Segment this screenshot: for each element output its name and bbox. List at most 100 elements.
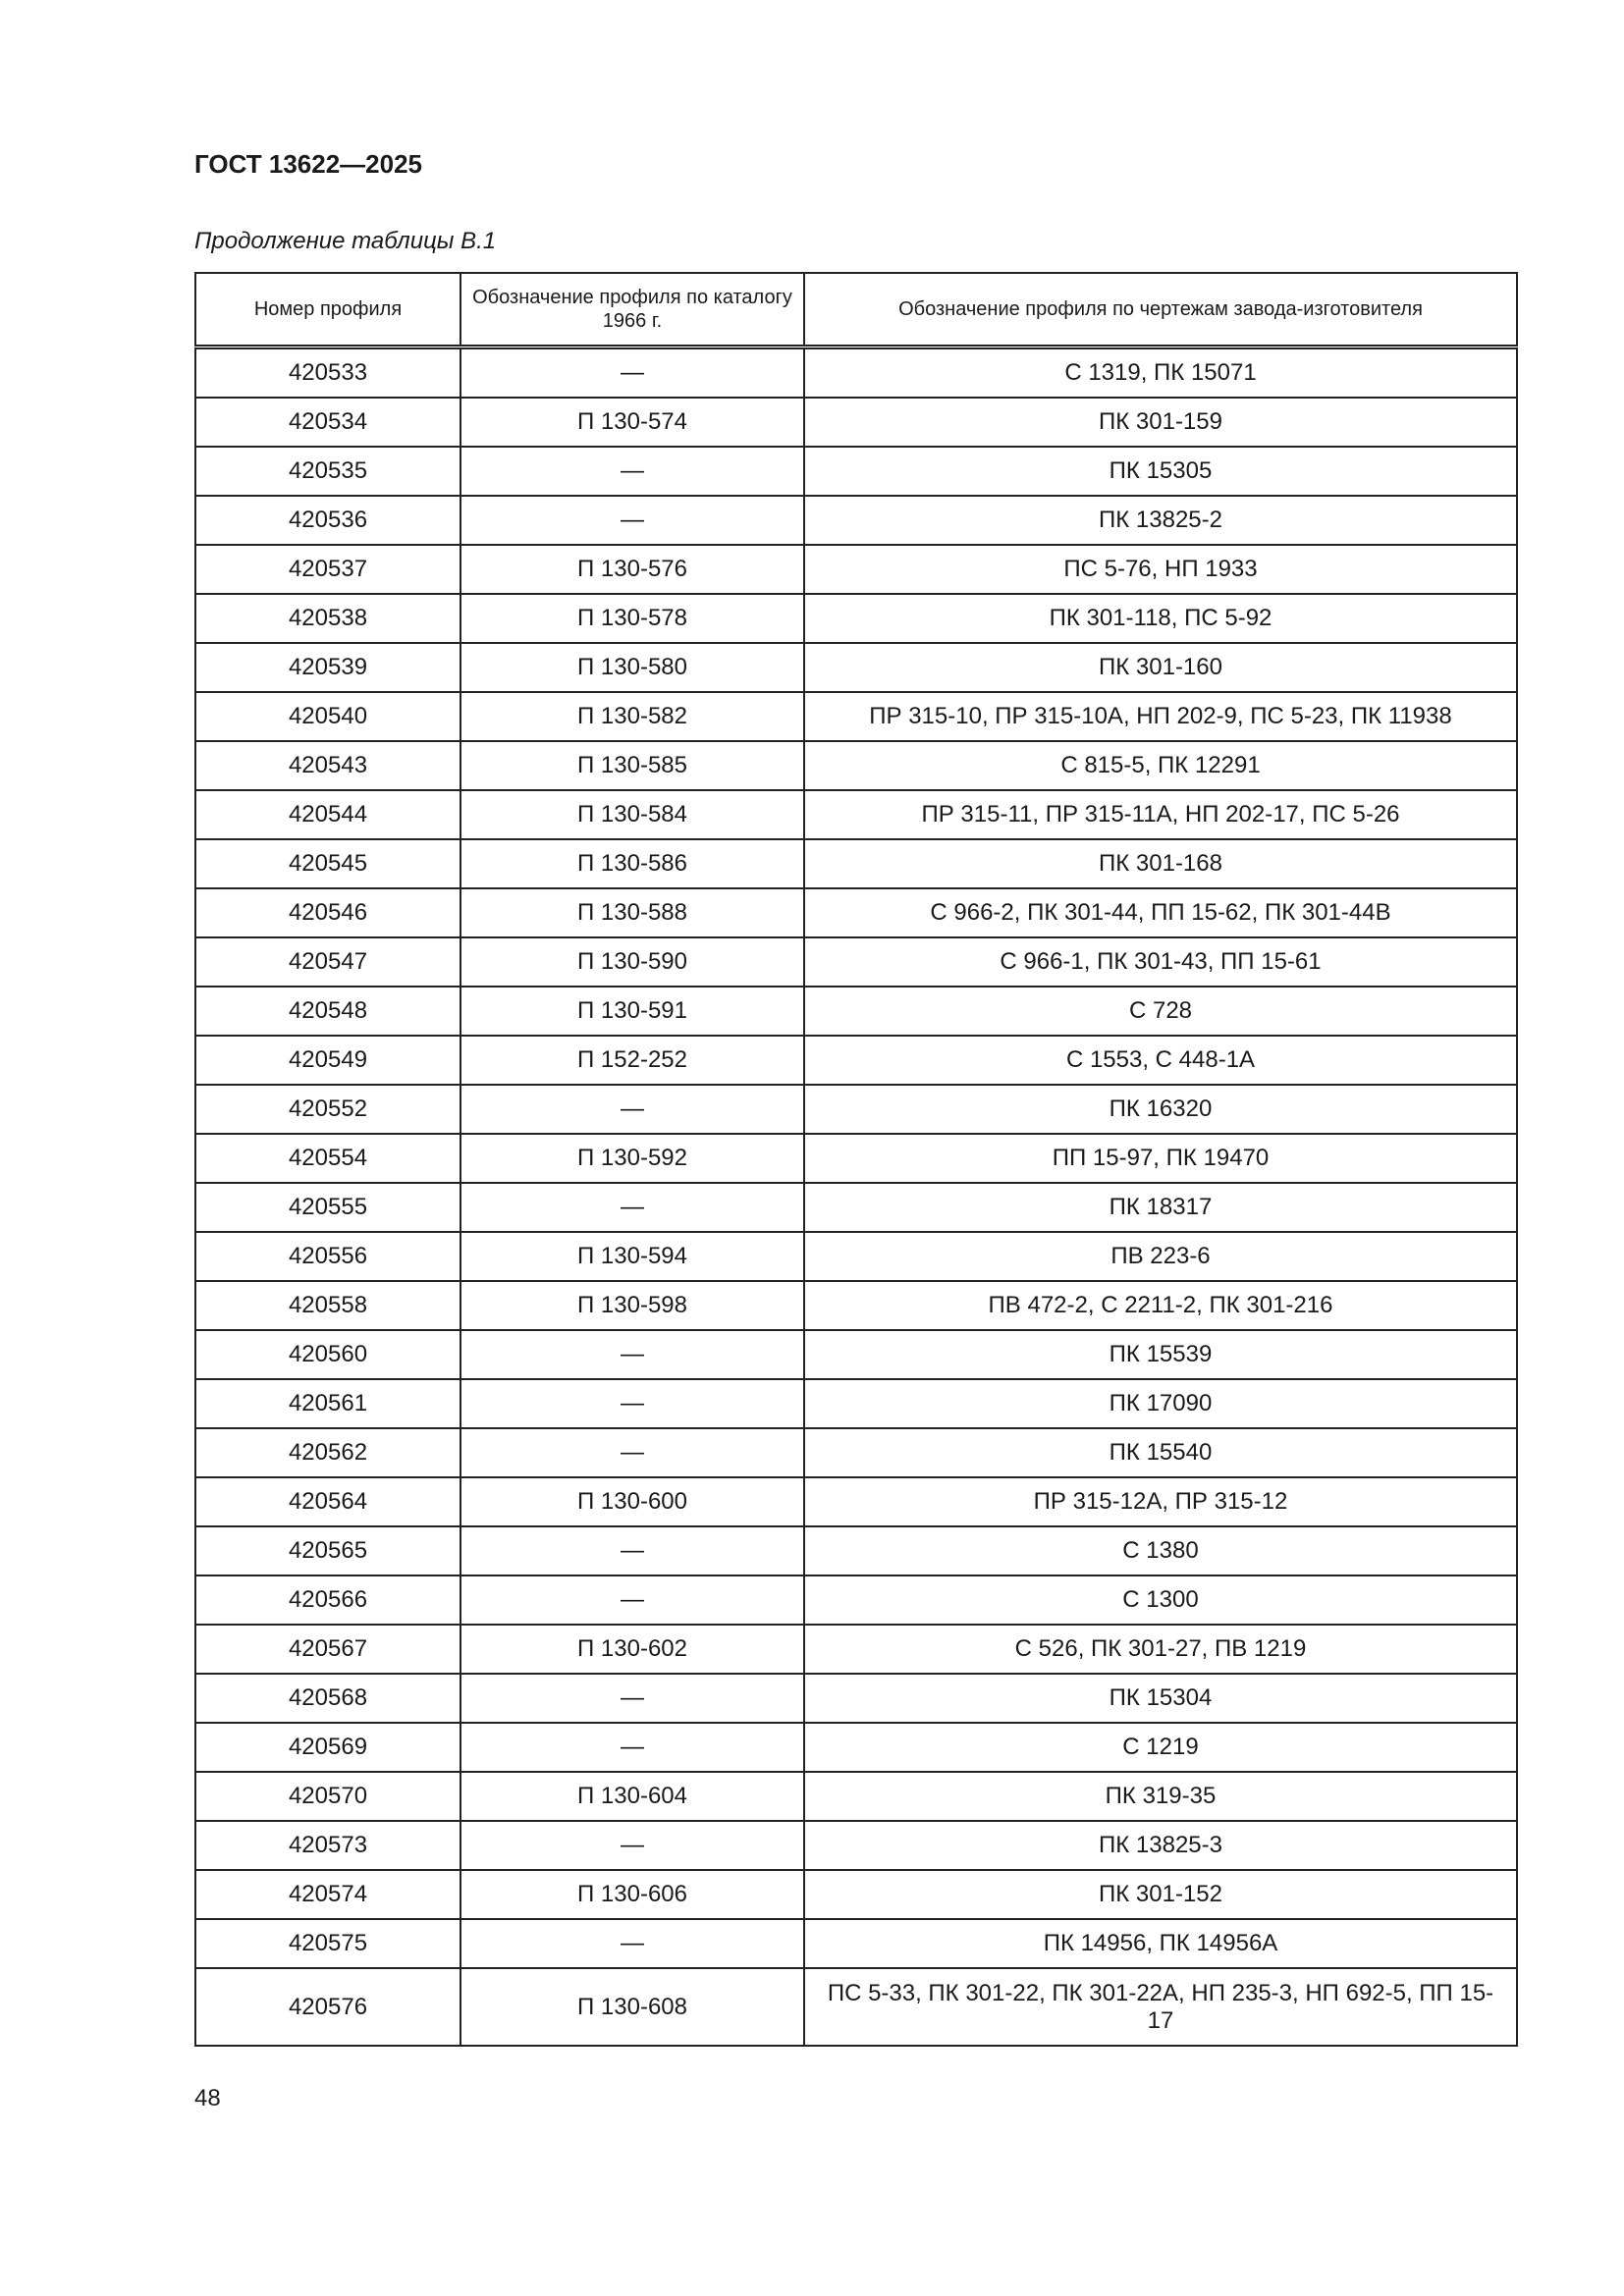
catalog-1966-cell: — xyxy=(460,1575,805,1626)
factory-drawing-cell: С 1380 xyxy=(803,1525,1518,1576)
catalog-1966-cell: П 152-252 xyxy=(460,1035,805,1086)
factory-drawing-cell: ПВ 472-2, С 2211-2, ПК 301-216 xyxy=(803,1280,1518,1331)
table-row: 420544 П 130-584 ПР 315-11, ПР 315-11А, НП… xyxy=(194,789,1518,840)
catalog-1966-cell: П 130-580 xyxy=(460,642,805,693)
factory-drawing-cell: С 815-5, ПК 12291 xyxy=(803,740,1518,791)
catalog-1966-cell: — xyxy=(460,1525,805,1576)
table-row: 420536— ПК 13825-2 xyxy=(194,495,1518,546)
factory-drawing-cell: ПК 301-152 xyxy=(803,1869,1518,1920)
catalog-1966-cell: П 130-602 xyxy=(460,1624,805,1675)
profile-number-cell: 420565 xyxy=(194,1525,461,1576)
profile-number-cell: 420539 xyxy=(194,642,461,693)
profile-number-cell: 420549 xyxy=(194,1035,461,1086)
table-row: 420560— ПК 15539 xyxy=(194,1329,1518,1380)
profile-number-cell: 420561 xyxy=(194,1378,461,1429)
table-row: 420547 П 130-590 С 966-1, ПК 301-43, ПП 15… xyxy=(194,936,1518,988)
factory-drawing-cell: ПК 14956, ПК 14956А xyxy=(803,1918,1518,1969)
catalog-1966-cell: П 130-584 xyxy=(460,789,805,840)
table-row: 420552— ПК 16320 xyxy=(194,1084,1518,1135)
factory-drawing-cell: С 1219 xyxy=(803,1722,1518,1773)
factory-drawing-cell: ПК 319-35 xyxy=(803,1771,1518,1822)
column-header-profile-number: Номер профиля xyxy=(194,272,461,349)
catalog-1966-cell: — xyxy=(460,446,805,497)
profile-number-cell: 420574 xyxy=(194,1869,461,1920)
profile-number-cell: 420569 xyxy=(194,1722,461,1773)
profile-number-cell: 420552 xyxy=(194,1084,461,1135)
catalog-1966-cell: П 130-606 xyxy=(460,1869,805,1920)
profile-number-cell: 420544 xyxy=(194,789,461,840)
factory-drawing-cell: ПК 15304 xyxy=(803,1673,1518,1724)
catalog-1966-cell: — xyxy=(460,346,805,399)
factory-drawing-cell: ПК 13825-2 xyxy=(803,495,1518,546)
column-header-catalog-1966: Обозначение профиля по каталогу 1966 г. xyxy=(460,272,805,349)
catalog-1966-cell: П 130-608 xyxy=(460,1967,805,2047)
table-row: 420533— С 1319, ПК 15071 xyxy=(194,346,1518,399)
table-row: 420564 П 130-600 ПР 315-12А, ПР 315-12 xyxy=(194,1476,1518,1527)
profile-number-cell: 420570 xyxy=(194,1771,461,1822)
profile-number-cell: 420548 xyxy=(194,986,461,1037)
table-row: 420546 П 130-588 С 966-2, ПК 301-44, ПП 15… xyxy=(194,887,1518,938)
factory-drawing-cell: ПК 15305 xyxy=(803,446,1518,497)
table-row: 420539 П 130-580 ПК 301-160 xyxy=(194,642,1518,693)
profile-number-cell: 420535 xyxy=(194,446,461,497)
table-row: 420569— С 1219 xyxy=(194,1722,1518,1773)
table-row: 420566— С 1300 xyxy=(194,1575,1518,1626)
table-row: 420556 П 130-594 ПВ 223-6 xyxy=(194,1231,1518,1282)
table-row: 420538 П 130-578 ПК 301-118, ПС 5-92 xyxy=(194,593,1518,644)
factory-drawing-cell: ПК 17090 xyxy=(803,1378,1518,1429)
catalog-1966-cell: П 130-582 xyxy=(460,691,805,742)
profile-number-cell: 420568 xyxy=(194,1673,461,1724)
catalog-1966-cell: П 130-574 xyxy=(460,397,805,448)
catalog-1966-cell: П 130-588 xyxy=(460,887,805,938)
document-title: ГОСТ 13622—2025 xyxy=(194,149,422,179)
catalog-1966-cell: П 130-600 xyxy=(460,1476,805,1527)
table-row: 420545 П 130-586 ПК 301-168 xyxy=(194,838,1518,889)
catalog-1966-cell: — xyxy=(460,1329,805,1380)
factory-drawing-cell: ПК 301-118, ПС 5-92 xyxy=(803,593,1518,644)
profile-number-cell: 420533 xyxy=(194,346,461,399)
factory-drawing-cell: С 1300 xyxy=(803,1575,1518,1626)
table-row: 420565— С 1380 xyxy=(194,1525,1518,1576)
factory-drawing-cell: С 526, ПК 301-27, ПВ 1219 xyxy=(803,1624,1518,1675)
catalog-1966-cell: П 130-586 xyxy=(460,838,805,889)
table-row: 420576 П 130-608 ПС 5-33, ПК 301-22, ПК 30… xyxy=(194,1967,1518,2047)
factory-drawing-cell: ПП 15-97, ПК 19470 xyxy=(803,1133,1518,1184)
catalog-1966-cell: — xyxy=(460,1427,805,1478)
profile-number-cell: 420558 xyxy=(194,1280,461,1331)
profile-number-cell: 420560 xyxy=(194,1329,461,1380)
profile-number-cell: 420546 xyxy=(194,887,461,938)
table-row: 420537 П 130-576 ПС 5-76, НП 1933 xyxy=(194,544,1518,595)
factory-drawing-cell: С 728 xyxy=(803,986,1518,1037)
table-row: 420574 П 130-606 ПК 301-152 xyxy=(194,1869,1518,1920)
factory-drawing-cell: ПК 13825-3 xyxy=(803,1820,1518,1871)
profile-number-cell: 420555 xyxy=(194,1182,461,1233)
catalog-1966-cell: П 130-594 xyxy=(460,1231,805,1282)
profile-number-cell: 420566 xyxy=(194,1575,461,1626)
table-row: 420540 П 130-582 ПР 315-10, ПР 315-10А, НП… xyxy=(194,691,1518,742)
factory-drawing-cell: С 966-1, ПК 301-43, ПП 15-61 xyxy=(803,936,1518,988)
catalog-1966-cell: — xyxy=(460,1722,805,1773)
factory-drawing-cell: ПР 315-10, ПР 315-10А, НП 202-9, ПС 5-23… xyxy=(803,691,1518,742)
factory-drawing-cell: ПК 301-160 xyxy=(803,642,1518,693)
catalog-1966-cell: П 130-576 xyxy=(460,544,805,595)
factory-drawing-cell: ПР 315-11, ПР 315-11А, НП 202-17, ПС 5-2… xyxy=(803,789,1518,840)
profile-number-cell: 420547 xyxy=(194,936,461,988)
profile-number-cell: 420567 xyxy=(194,1624,461,1675)
table-header-row: Номер профиля Обозначение профиля по кат… xyxy=(194,272,1518,349)
profile-number-cell: 420554 xyxy=(194,1133,461,1184)
factory-drawing-cell: С 1319, ПК 15071 xyxy=(803,346,1518,399)
catalog-1966-cell: П 130-592 xyxy=(460,1133,805,1184)
factory-drawing-cell: ПР 315-12А, ПР 315-12 xyxy=(803,1476,1518,1527)
factory-drawing-cell: С 966-2, ПК 301-44, ПП 15-62, ПК 301-44В xyxy=(803,887,1518,938)
factory-drawing-cell: ПК 16320 xyxy=(803,1084,1518,1135)
table-row: 420568— ПК 15304 xyxy=(194,1673,1518,1724)
profile-number-cell: 420573 xyxy=(194,1820,461,1871)
catalog-1966-cell: П 130-578 xyxy=(460,593,805,644)
profile-number-cell: 420536 xyxy=(194,495,461,546)
column-header-factory-drawings: Обозначение профиля по чертежам завода-и… xyxy=(803,272,1518,349)
table-row: 420548 П 130-591 С 728 xyxy=(194,986,1518,1037)
table-row: 420567 П 130-602 С 526, ПК 301-27, ПВ 1219 xyxy=(194,1624,1518,1675)
table-row: 420570 П 130-604 ПК 319-35 xyxy=(194,1771,1518,1822)
table-row: 420558 П 130-598 ПВ 472-2, С 2211-2, ПК 30… xyxy=(194,1280,1518,1331)
factory-drawing-cell: ПК 301-159 xyxy=(803,397,1518,448)
